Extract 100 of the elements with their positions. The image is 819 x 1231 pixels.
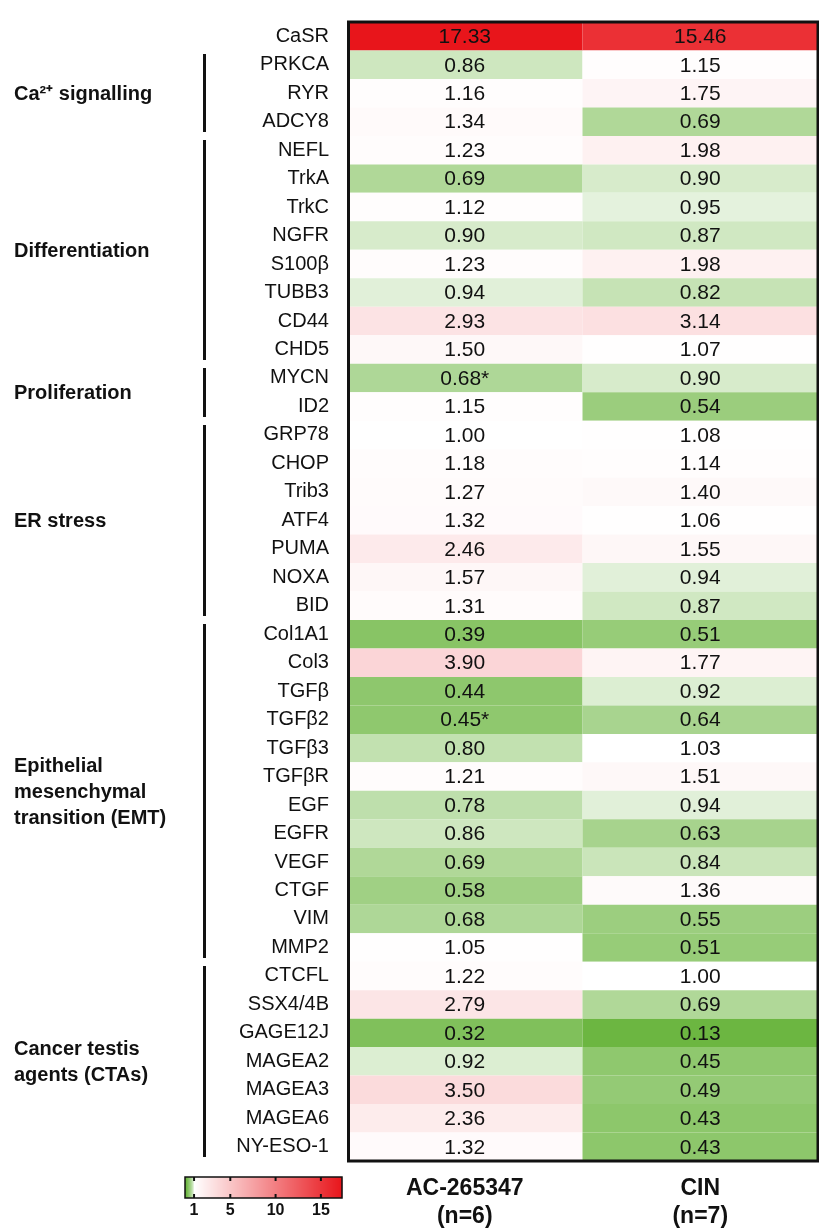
data-label: 1.00 <box>679 963 721 987</box>
y-tick-label: VEGF <box>274 849 329 872</box>
data-label: 1.05 <box>444 935 486 959</box>
data-label: 0.95 <box>679 194 721 218</box>
y-tick-label: S100β <box>270 251 329 274</box>
data-label: 0.43 <box>679 1134 721 1158</box>
data-label: 0.94 <box>444 280 486 304</box>
data-label: 0.69 <box>444 166 486 190</box>
text: Ca²⁺ signalling <box>14 81 154 107</box>
y-tick-label: MAGEA3 <box>245 1077 329 1100</box>
data-label: 0.68 <box>444 906 486 930</box>
y-tick-label: BID <box>295 593 329 616</box>
data-label: 1.22 <box>444 963 486 987</box>
data-label: 1.50 <box>444 337 486 361</box>
data-label: 2.79 <box>444 992 486 1016</box>
y-tick-label: MAGEA2 <box>245 1048 329 1071</box>
y-tick-label: CHD5 <box>274 336 329 359</box>
data-label: 0.39 <box>444 622 486 646</box>
y-tick-label: TGFβ2 <box>266 707 329 730</box>
y-tick-label: TrkA <box>287 166 330 189</box>
y-tick-label: Col1A1 <box>263 621 329 644</box>
data-label: 1.77 <box>679 650 721 674</box>
y-tick-label: EGFR <box>273 821 329 844</box>
data-label: 0.92 <box>444 1049 486 1073</box>
data-label: 0.87 <box>679 223 721 247</box>
data-label: 0.80 <box>444 735 486 759</box>
y-tick-label: MMP2 <box>271 934 329 957</box>
data-label: 1.27 <box>444 479 486 503</box>
data-label: 0.32 <box>444 1020 486 1044</box>
data-label: 0.94 <box>679 565 722 589</box>
y-tick-label: TGFβR <box>263 764 329 787</box>
data-label: 0.87 <box>679 593 721 617</box>
data-label: 3.90 <box>444 650 486 674</box>
data-label: 1.03 <box>679 735 721 759</box>
data-label: 0.82 <box>679 280 721 304</box>
data-label: 1.32 <box>444 508 486 532</box>
data-label: 0.49 <box>679 1077 721 1101</box>
y-tick-label: NGFR <box>272 223 329 246</box>
data-label: 0.63 <box>679 821 721 845</box>
data-label: 1.07 <box>679 337 721 361</box>
y-tick-label: Col3 <box>287 650 329 673</box>
y-tick-label: GRP78 <box>263 422 329 445</box>
data-label: 1.55 <box>679 536 721 560</box>
data-label: 17.33 <box>438 24 492 48</box>
y-tick-label: EGF <box>287 792 329 815</box>
data-label: 0.68* <box>440 365 490 389</box>
data-label: 1.75 <box>679 80 721 104</box>
data-label: 0.13 <box>679 1020 721 1044</box>
data-label: 0.45 <box>679 1049 721 1073</box>
color-bar-label: 1 <box>189 1201 199 1219</box>
y-tick-label: CHOP <box>271 450 329 473</box>
data-label: 1.15 <box>679 52 721 76</box>
y-tick-label: SSX4/4B <box>247 991 329 1014</box>
x-tick-label: CIN (n=7) <box>672 1174 729 1228</box>
data-label: 1.06 <box>679 508 721 532</box>
y-tick-label: NEFL <box>277 137 329 160</box>
data-label: 0.86 <box>444 821 486 845</box>
data-label: 2.93 <box>444 308 486 332</box>
y-tick-label: VIM <box>293 906 329 929</box>
y-tick-label: NY-ESO-1 <box>236 1134 329 1157</box>
y-tick-label: ID2 <box>297 393 329 416</box>
text: ER stress <box>14 508 108 534</box>
text: Differentiation <box>14 237 151 263</box>
data-label: 2.46 <box>444 536 486 560</box>
data-label: 0.44 <box>444 678 486 702</box>
data-label: 0.92 <box>679 678 721 702</box>
y-tick-label: MAGEA6 <box>245 1105 329 1128</box>
data-label: 1.36 <box>679 878 721 902</box>
data-label: 0.51 <box>679 622 721 646</box>
color-bar-label: 10 <box>266 1201 285 1219</box>
data-label: 0.90 <box>679 166 721 190</box>
y-tick-label: TGFβ <box>277 678 329 701</box>
y-tick-label: CaSR <box>275 23 329 46</box>
y-tick-label: CTCFL <box>264 963 329 986</box>
data-label: 1.14 <box>679 451 722 475</box>
data-label: 1.40 <box>679 479 721 503</box>
y-tick-label: CTGF <box>274 878 329 900</box>
data-label: 0.78 <box>444 792 486 816</box>
text: Epithelial mesenchymal transition (EMT) <box>14 752 168 830</box>
y-tick-label: MYCN <box>270 365 329 388</box>
data-label: 1.98 <box>679 137 721 161</box>
text: Cancer testis agents (CTAs) <box>14 1036 150 1088</box>
y-tick-label: TUBB3 <box>264 280 329 303</box>
data-label: 1.00 <box>444 422 486 446</box>
y-tick-label: Trib3 <box>284 479 329 502</box>
data-label: 1.15 <box>444 394 486 418</box>
data-label: 1.21 <box>444 764 486 788</box>
data-label: 1.98 <box>679 251 721 275</box>
data-label: 1.51 <box>679 764 721 788</box>
data-label: 0.69 <box>679 109 721 133</box>
y-tick-label: TGFβ3 <box>266 735 329 758</box>
data-label: 1.31 <box>444 593 486 617</box>
y-tick-label: TrkC <box>286 194 329 217</box>
data-label: 0.58 <box>444 878 486 902</box>
data-label: 1.23 <box>444 137 486 161</box>
data-label: 0.55 <box>679 906 721 930</box>
data-label: 1.16 <box>444 80 486 104</box>
data-label: 0.51 <box>679 935 721 959</box>
data-label: 0.86 <box>444 52 486 76</box>
data-label: 0.69 <box>679 992 721 1016</box>
